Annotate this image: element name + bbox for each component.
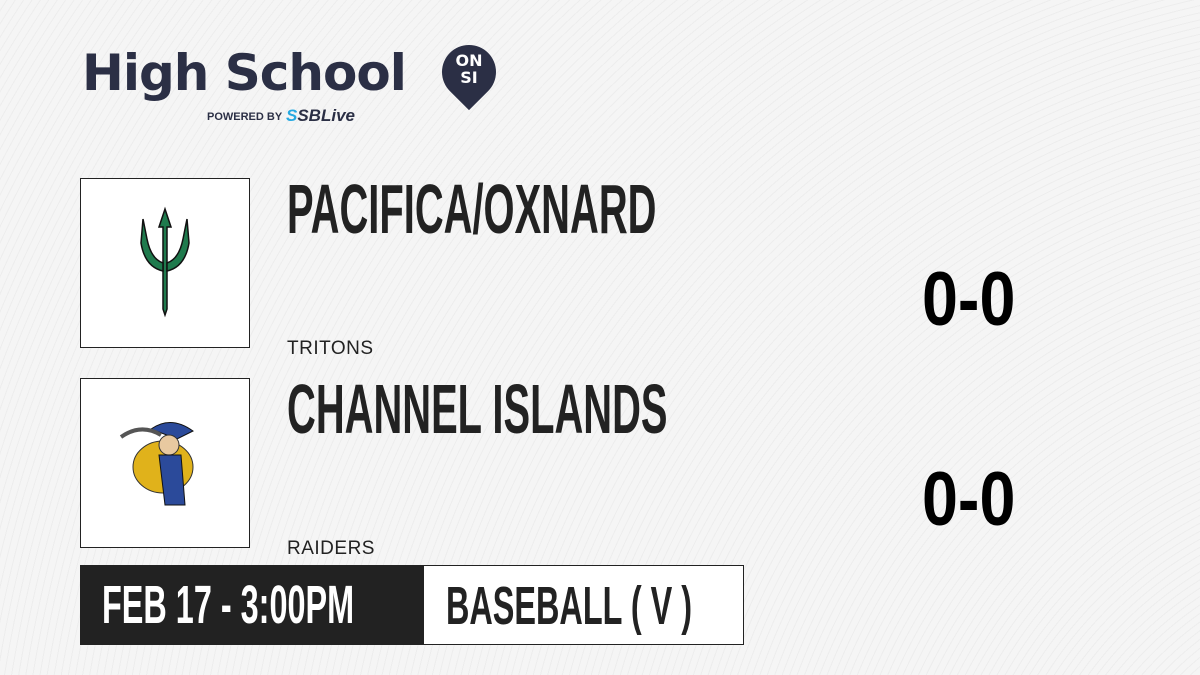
- team2-name: CHANNEL ISLANDS: [287, 370, 668, 448]
- badge-top: ON: [455, 51, 483, 70]
- team1-logo-box: [80, 178, 250, 348]
- team2-mascot: RAIDERS: [287, 538, 375, 559]
- game-datetime: FEB 17 - 3:00PM: [102, 575, 355, 635]
- trident-icon: [140, 206, 190, 318]
- game-sport: BASEBALL ( V ): [446, 576, 693, 636]
- badge-bottom: SI: [460, 68, 478, 87]
- onsi-badge: ON SI: [442, 52, 496, 86]
- sblive-text: SBLive: [297, 106, 355, 125]
- sblive-logo: SSBLive: [286, 106, 355, 126]
- game-sport-box: BASEBALL ( V ): [424, 565, 744, 645]
- team1-name: PACIFICA/OXNARD: [287, 170, 657, 248]
- powered-by-label: POWERED BY: [207, 111, 283, 123]
- brand-logo-text: High School: [82, 44, 407, 102]
- game-datetime-box: FEB 17 - 3:00PM: [80, 565, 424, 645]
- team1-mascot: TRITONS: [287, 338, 374, 359]
- raider-icon: [119, 422, 194, 506]
- team2-logo-box: [80, 378, 250, 548]
- team2-score: 0-0: [922, 457, 1016, 542]
- sblive-mark: S: [286, 106, 298, 125]
- team1-score: 0-0: [922, 257, 1016, 342]
